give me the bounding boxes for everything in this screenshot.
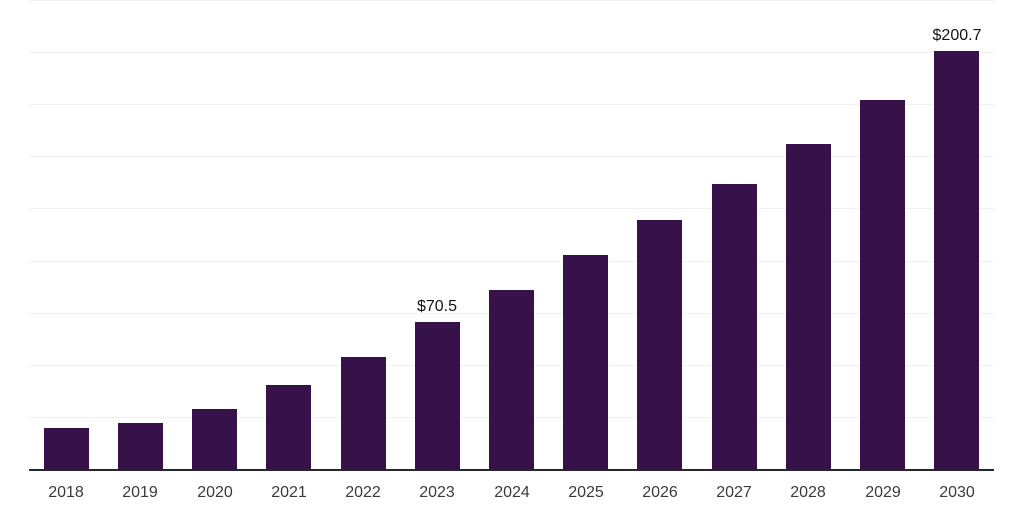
x-tick-2020: 2020 [197,484,233,501]
gridline-225 [29,0,994,1]
x-tick-2029: 2029 [865,484,901,501]
gridline-150 [29,156,994,157]
bar-2024 [489,290,534,469]
x-tick-2018: 2018 [48,484,84,501]
x-tick-2022: 2022 [345,484,381,501]
bar-2019 [118,423,163,469]
x-tick-2021: 2021 [271,484,307,501]
value-label-2023: $70.5 [416,298,458,315]
bar-2018 [44,428,89,469]
bar-2021 [266,385,311,469]
gridline-125 [29,208,994,209]
gridline-100 [29,261,994,262]
bar-2020 [192,409,237,469]
x-tick-2026: 2026 [642,484,678,501]
gridline-175 [29,104,994,105]
x-axis-labels: 2018 2019 2020 2021 2022 2023 2024 2025 2026 2027… [29,483,994,507]
bar-2025 [563,255,608,469]
bar-2022 [341,357,386,469]
x-tick-2027: 2027 [716,484,752,501]
x-tick-2030: 2030 [939,484,975,501]
bar-2028 [786,144,831,469]
x-tick-2028: 2028 [790,484,826,501]
x-tick-2025: 2025 [568,484,604,501]
x-tick-2023: 2023 [419,484,455,501]
x-tick-2019: 2019 [122,484,158,501]
gridline-200 [29,52,994,53]
plot-area: $70.5 $200.7 [29,0,994,471]
bar-2026 [637,220,682,469]
bar-2029 [860,100,905,469]
bar-2030 [934,51,979,469]
value-label-2030: $200.7 [932,27,982,44]
bar-2027 [712,184,757,469]
bar-2023 [415,322,460,469]
x-tick-2024: 2024 [494,484,530,501]
